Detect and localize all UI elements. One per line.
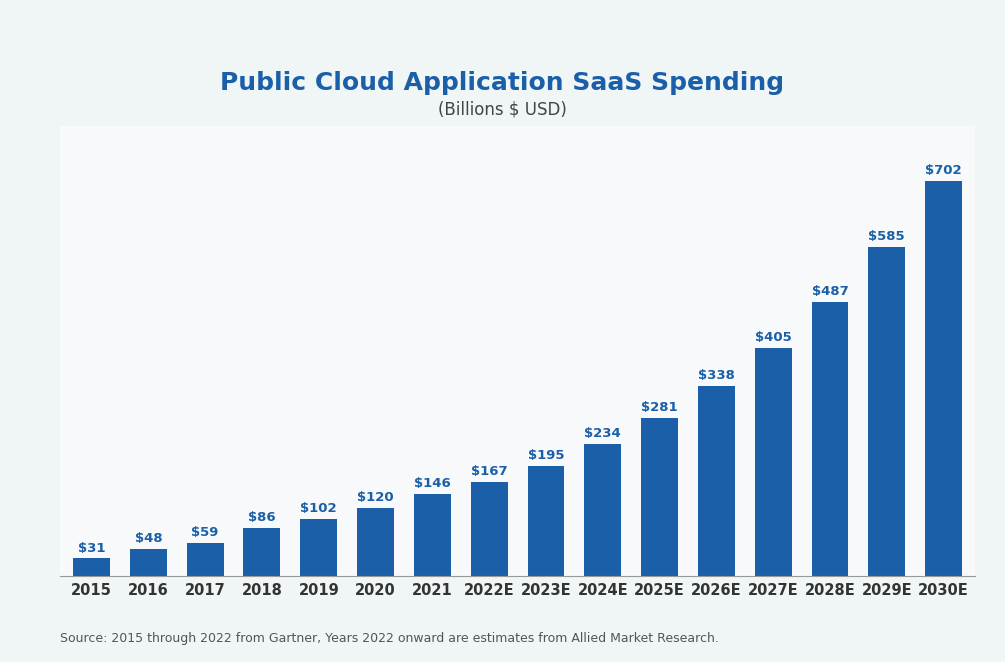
- Text: $167: $167: [471, 465, 508, 478]
- Text: (Billions $ USD): (Billions $ USD): [438, 100, 567, 118]
- Bar: [812, 302, 848, 576]
- Bar: [755, 348, 792, 576]
- Bar: [73, 559, 110, 576]
- Bar: [470, 482, 508, 576]
- Bar: [697, 386, 735, 576]
- Bar: [528, 466, 565, 576]
- Bar: [300, 518, 338, 576]
- Text: $48: $48: [135, 532, 162, 545]
- Bar: [641, 418, 678, 576]
- Text: $702: $702: [926, 164, 962, 177]
- Bar: [584, 444, 621, 576]
- Text: $102: $102: [300, 502, 337, 514]
- Bar: [868, 247, 906, 576]
- Text: $59: $59: [192, 526, 219, 539]
- Text: $585: $585: [868, 230, 906, 243]
- Text: $31: $31: [77, 542, 106, 555]
- Text: $234: $234: [584, 428, 621, 440]
- Text: $195: $195: [528, 449, 564, 462]
- Text: Public Cloud Application SaaS Spending: Public Cloud Application SaaS Spending: [220, 71, 785, 95]
- Bar: [926, 181, 962, 576]
- Text: $146: $146: [414, 477, 451, 490]
- Text: $120: $120: [357, 491, 394, 504]
- Bar: [414, 494, 451, 576]
- Bar: [130, 549, 167, 576]
- Text: $405: $405: [755, 331, 792, 344]
- Text: $86: $86: [248, 510, 275, 524]
- Bar: [187, 543, 223, 576]
- Text: Source: 2015 through 2022 from Gartner, Years 2022 onward are estimates from All: Source: 2015 through 2022 from Gartner, …: [60, 632, 720, 645]
- Text: $281: $281: [641, 401, 678, 414]
- Bar: [357, 508, 394, 576]
- Text: $338: $338: [697, 369, 735, 382]
- Text: $487: $487: [812, 285, 848, 298]
- Bar: [243, 528, 280, 576]
